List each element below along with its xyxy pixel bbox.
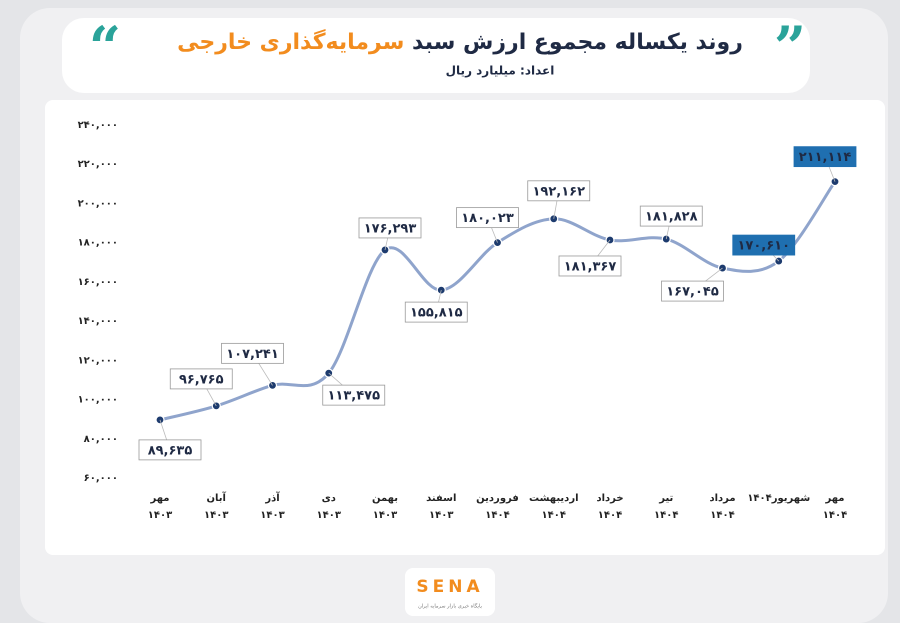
y-tick-label: ۲۰۰,۰۰۰ [78, 198, 118, 209]
value-label-box [527, 180, 591, 202]
header-box [62, 18, 810, 93]
chart-subtitle: اعداد: میلیارد ریال [446, 64, 555, 78]
value-label-box [358, 217, 422, 239]
y-tick-label: ۲۲۰,۰۰۰ [78, 159, 118, 170]
value-label: ۸۹,۶۳۵ [148, 443, 193, 458]
plot-panel [45, 100, 885, 555]
value-label: ۱۵۵,۸۱۵ [410, 306, 463, 321]
y-tick-label: ۸۰,۰۰۰ [84, 434, 118, 445]
value-label-box [732, 234, 796, 256]
x-tick-label: اردیبهشت ۱۴۰۴ [529, 493, 579, 521]
y-tick-label: ۲۴۰,۰۰۰ [78, 120, 118, 131]
y-tick-label: ۱۲۰,۰۰۰ [78, 355, 118, 366]
chart-title: روند یکساله مجموع ارزش سبد سرمایه‌گذاری … [177, 28, 743, 55]
y-tick-label: ۱۶۰,۰۰۰ [78, 277, 118, 288]
value-label-box [322, 384, 386, 406]
value-label-box [221, 342, 284, 364]
value-label: ۹۶,۷۶۵ [179, 372, 224, 387]
x-tick-label: مرداد ۱۴۰۴ [709, 493, 735, 521]
x-tick-label: بهمن ۱۴۰۳ [372, 493, 398, 521]
logo: SENA [416, 577, 483, 597]
logo-box [405, 568, 495, 616]
value-label: ۱۸۱,۸۲۸ [645, 210, 698, 225]
value-label-box [138, 439, 202, 461]
x-tick-label: آبان ۱۴۰۳ [204, 491, 228, 521]
value-label-box [639, 205, 703, 227]
y-tick-label: ۶۰,۰۰۰ [84, 473, 118, 484]
title-accent: سرمایه‌گذاری خارجی [177, 28, 404, 55]
value-label-box [793, 146, 857, 168]
value-label: ۲۱۱,۱۱۴ [799, 150, 852, 165]
value-label-box [169, 368, 233, 390]
x-tick-label: تیر ۱۴۰۴ [654, 493, 678, 521]
y-tick-label: ۱۰۰,۰۰۰ [78, 395, 118, 406]
x-tick-label: مهر ۱۴۰۳ [148, 493, 172, 521]
value-label: ۱۷۰,۶۱۰ [737, 239, 790, 254]
value-label: ۱۶۷,۰۴۵ [666, 285, 719, 300]
value-label: ۱۷۶,۲۹۳ [364, 221, 417, 236]
value-label-box [404, 301, 468, 323]
value-label: ۱۸۱,۳۶۷ [564, 259, 617, 274]
x-tick-label: خرداد ۱۴۰۴ [596, 493, 623, 521]
logo-text: SENA [416, 577, 483, 597]
y-tick-label: ۱۴۰,۰۰۰ [78, 316, 118, 327]
quote-icon: ” [774, 15, 806, 81]
x-tick-label: آذر ۱۴۰۳ [260, 491, 284, 521]
x-tick-label: فروردین ۱۴۰۴ [476, 493, 519, 521]
value-label: ۱۱۳,۴۷۵ [327, 389, 380, 404]
x-tick-label: شهریور۱۴۰۴ [747, 493, 810, 504]
value-label: ۱۰۷,۲۴۱ [226, 347, 279, 362]
y-tick-label: ۱۸۰,۰۰۰ [78, 238, 118, 249]
x-tick-label: دی ۱۴۰۳ [317, 493, 341, 521]
value-label: ۱۸۰,۰۲۳ [461, 211, 514, 226]
logo-tagline: پایگاه خبری بازار سرمایه ایران [418, 603, 482, 610]
value-label-box [558, 255, 622, 277]
value-label-box [456, 207, 519, 229]
title-main: روند یکساله مجموع ارزش سبد [404, 30, 743, 55]
quote-icon: “ [89, 15, 121, 81]
x-tick-label: اسفند ۱۴۰۳ [426, 493, 456, 521]
value-label-box [661, 280, 724, 302]
value-label: ۱۹۲,۱۶۲ [532, 184, 585, 199]
x-tick-label: مهر ۱۴۰۴ [823, 493, 847, 521]
